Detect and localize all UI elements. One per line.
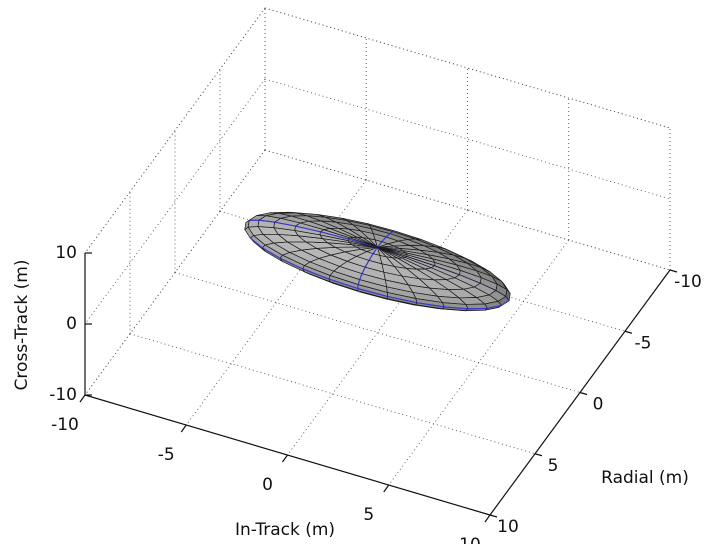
mesh-highlight [302,268,330,280]
y-tick-label: -5 [635,333,652,353]
mesh-highlight [295,225,321,233]
mesh-highlight [357,279,361,285]
mesh-highlight [361,266,366,274]
grid-line [264,149,671,271]
y-tick [624,330,633,334]
mesh-highlight [416,302,445,308]
y-tick [669,269,678,273]
box-edge [84,7,266,254]
mesh-highlight [377,241,383,248]
x-tick-label: 0 [262,475,273,495]
mesh-highlight [328,278,358,290]
mesh-highlight [381,236,387,243]
mesh-highlight [357,290,361,293]
grid-line [129,333,536,455]
y-axis-label: Radial (m) [601,468,689,488]
mesh-highlight [249,237,263,249]
x-tick-label: 5 [363,505,374,525]
grid-line [287,209,468,456]
mesh-highlight [364,260,370,268]
x-tick-label: 10 [459,535,481,544]
grid-line [84,149,266,396]
y-tick [534,453,543,457]
mesh-highlight [359,273,363,280]
mesh-highlight [372,246,378,254]
box-edge [264,7,671,129]
y-tick-label: -10 [674,272,702,292]
ellipsoid [244,211,511,312]
mesh-highlight [258,219,275,223]
grid-line [264,78,671,200]
x-tick [180,424,187,433]
mesh-highlight [261,247,281,259]
x-tick [282,454,288,463]
mesh-highlight [487,304,502,309]
y-tick-label: 5 [548,456,559,476]
surface-patch [304,271,334,284]
mesh-highlight [444,306,469,310]
grid-line [84,78,266,325]
z-tick-label: 0 [66,314,77,334]
mesh-highlight [389,231,394,235]
mesh-highlight [387,295,417,304]
x-tick [484,514,491,523]
x-tick-label: -10 [51,415,79,435]
mesh-highlight [274,221,296,227]
surface-patch [270,211,296,214]
z-axis-label: Cross-Track (m) [12,260,32,391]
mesh-highlight [392,230,396,233]
y-tick [489,514,498,518]
x-tick [383,484,390,493]
grid-line [185,179,367,426]
x-tick-label: -5 [158,445,175,465]
mesh-highlight [505,299,510,304]
surface-patch [247,219,260,228]
mesh-highlight [320,231,349,240]
x-tick [79,394,86,403]
mesh-highlight [368,253,374,261]
y-tick-label: 0 [593,395,604,415]
y-tick [579,391,588,396]
surface-patch [244,219,250,231]
z-tick-label: -10 [49,385,77,405]
mesh-highlight [279,257,303,270]
y-tick-label: 10 [497,517,519,537]
mesh-highlight [385,233,391,238]
z-tick-label: 10 [55,243,77,263]
grid-line [219,210,626,332]
x-axis-label: In-Track (m) [235,520,335,540]
mesh-highlight [357,287,388,298]
grid-line [174,272,581,393]
